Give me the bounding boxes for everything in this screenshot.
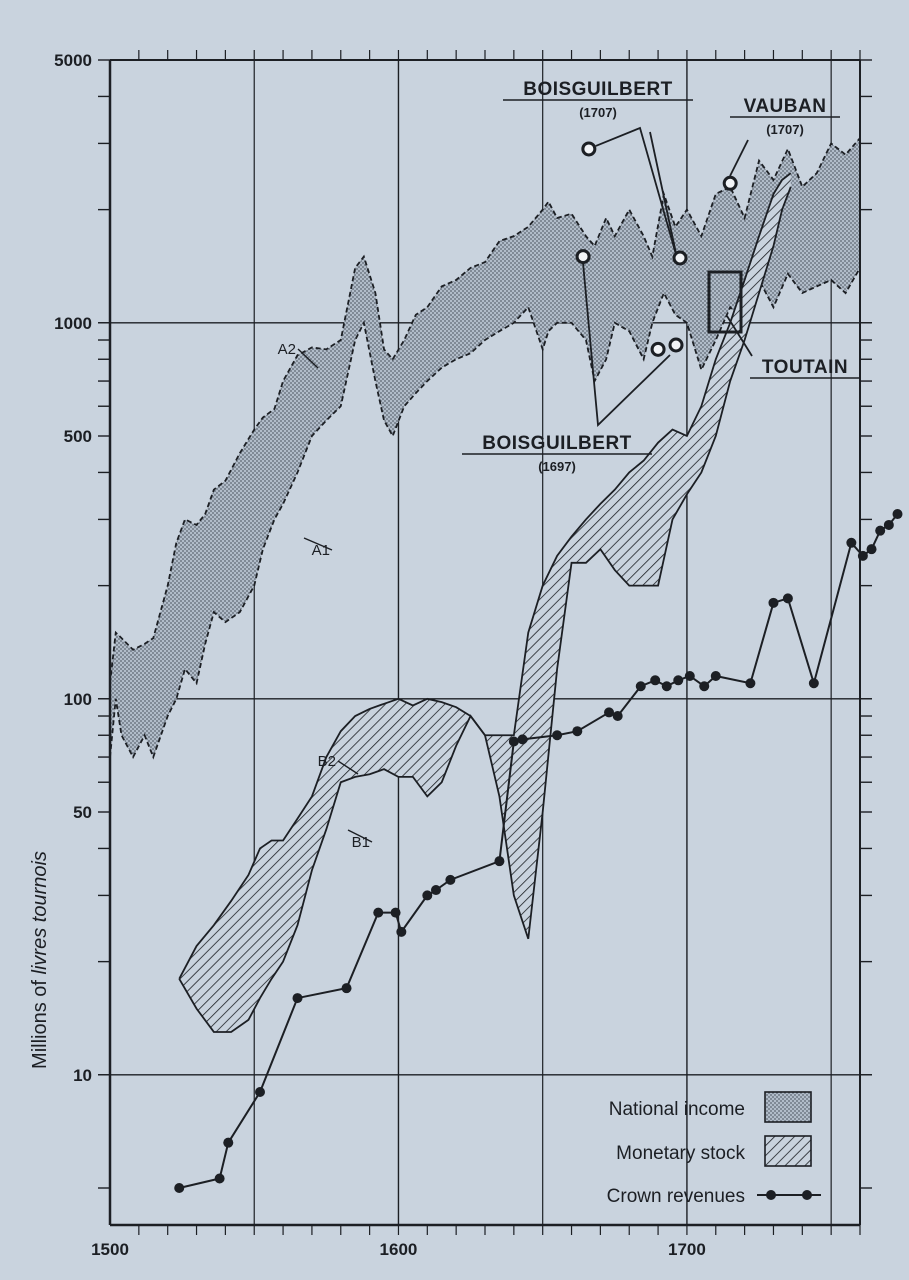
annotation-boisguilbert-1707-year: (1707) [579, 105, 617, 120]
crown-revenues-point [782, 593, 793, 604]
national-income-lower-line [109, 267, 861, 760]
crown-revenues-point [517, 734, 528, 745]
annotation-boisguilbert-1697: BOISGUILBERT [482, 433, 632, 454]
legend-label-1: National income [609, 1099, 745, 1120]
crown-revenues-point [635, 681, 646, 692]
y-axis-label: Millions of livres tournois [29, 851, 51, 1069]
monetary-stock-lower-line [178, 186, 792, 1033]
crown-revenues-point [223, 1137, 234, 1148]
crown-revenues-point [494, 856, 505, 867]
annotation-vauban-1707-year: (1707) [766, 122, 804, 137]
crown-revenues-point [292, 993, 303, 1004]
annotation-boisguilbert-1697-arrow [582, 263, 671, 427]
national-income-lower-tag: A1 [312, 542, 330, 559]
monetary-stock-upper-tag-leader [337, 760, 359, 775]
crown-revenues-point [673, 675, 684, 686]
annotation-toutain-arrow [726, 315, 753, 357]
crown-revenues-point [768, 597, 779, 608]
crown-revenues-point [612, 711, 623, 722]
national-income-lower-tag-leader [303, 537, 333, 551]
annotation-boisguilbert-1697-year: (1697) [538, 459, 576, 474]
national-income-band [110, 138, 860, 758]
crown-revenues-point [745, 678, 756, 689]
annotation-boisguilbert-1707-arrow-2 [649, 131, 678, 259]
national-income-upper-tag: A2 [278, 341, 296, 358]
national-income-upper-line [109, 137, 861, 684]
crown-revenues-point [661, 681, 672, 692]
annotation-boisguilbert-1697-marker [575, 249, 591, 265]
crown-revenues-point [422, 890, 433, 901]
annotation-toutain-box [707, 270, 743, 334]
annotation-boisguilbert-1707-marker [672, 250, 688, 266]
x-tick-label: 1700 [668, 1240, 706, 1259]
crown-revenues-point [808, 678, 819, 689]
y-tick-label: 50 [73, 803, 92, 822]
annotation-boisguilbert-1697-marker [650, 341, 666, 357]
monetary-stock-band [179, 173, 791, 1032]
crown-revenues-point [866, 544, 877, 555]
monetary-stock-upper-line [178, 172, 792, 980]
crown-revenues-point [710, 670, 721, 681]
crown-revenues-point [892, 509, 903, 520]
crown-revenues-point [875, 525, 886, 536]
monetary-stock-upper-tag: B2 [318, 753, 336, 770]
crown-revenues-point [390, 907, 401, 918]
annotation-boisguilbert-1697-marker-2 [668, 337, 684, 353]
annotation-boisguilbert-1707-arrow [595, 126, 678, 259]
crown-revenues-point [174, 1183, 185, 1193]
crown-revenues-point [604, 707, 615, 718]
crown-revenues-point [508, 736, 519, 747]
series-lines [174, 509, 903, 1193]
crown-revenues-point [684, 670, 695, 681]
legend-swatch-monetary-stock [764, 1135, 812, 1167]
monetary-stock-lower-tag-leader [347, 829, 373, 843]
crown-revenues-point [214, 1173, 225, 1184]
national-income-upper-tag-leader [297, 348, 319, 369]
crown-revenues-point [430, 885, 441, 896]
crown-revenues-point [699, 681, 710, 692]
crown-revenues-point [255, 1087, 265, 1098]
crown-revenues-point [572, 726, 583, 737]
crown-revenues-point [373, 907, 384, 918]
y-tick-label: 5000 [54, 51, 92, 70]
annotation-boisguilbert-1707: BOISGUILBERT [523, 79, 673, 100]
crown-revenues-point [846, 537, 857, 548]
annotation-vauban-1707: VAUBAN [744, 96, 827, 117]
legend-swatch-national-income [764, 1091, 812, 1123]
y-tick-label: 1000 [54, 314, 92, 333]
y-tick-label: 10 [73, 1066, 92, 1085]
legend-swatch-crown-revenues-dot [802, 1190, 812, 1200]
y-tick-label: 100 [64, 690, 92, 709]
y-tick-label: 500 [64, 427, 92, 446]
legend: National income Monetary stock Crown reven… [607, 1091, 821, 1207]
x-tick-label: 1600 [380, 1240, 418, 1259]
x-tick-label: 1500 [91, 1240, 129, 1259]
crown-revenues-point [552, 730, 563, 741]
crown-revenues-point [650, 675, 661, 686]
legend-label-2: Monetary stock [616, 1143, 745, 1164]
crown-revenues-point [341, 983, 352, 994]
axes: 5000 1000 500 100 50 10 1500 1600 1700 Millions o… [29, 50, 872, 1259]
annotation-vauban-1707-arrow [729, 139, 749, 177]
annotation-vauban-1707-marker [722, 175, 738, 191]
crown-revenues-point [396, 926, 407, 937]
crown-revenues-point [883, 519, 894, 530]
crown-revenues-point [445, 874, 456, 885]
annotation-boisguilbert-1707-marker [581, 141, 597, 157]
annotation-toutain: TOUTAIN [762, 357, 848, 378]
series-areas [109, 137, 861, 1033]
legend-swatch-crown-revenues-dot [766, 1190, 776, 1200]
legend-label-3: Crown revenues [607, 1186, 745, 1207]
